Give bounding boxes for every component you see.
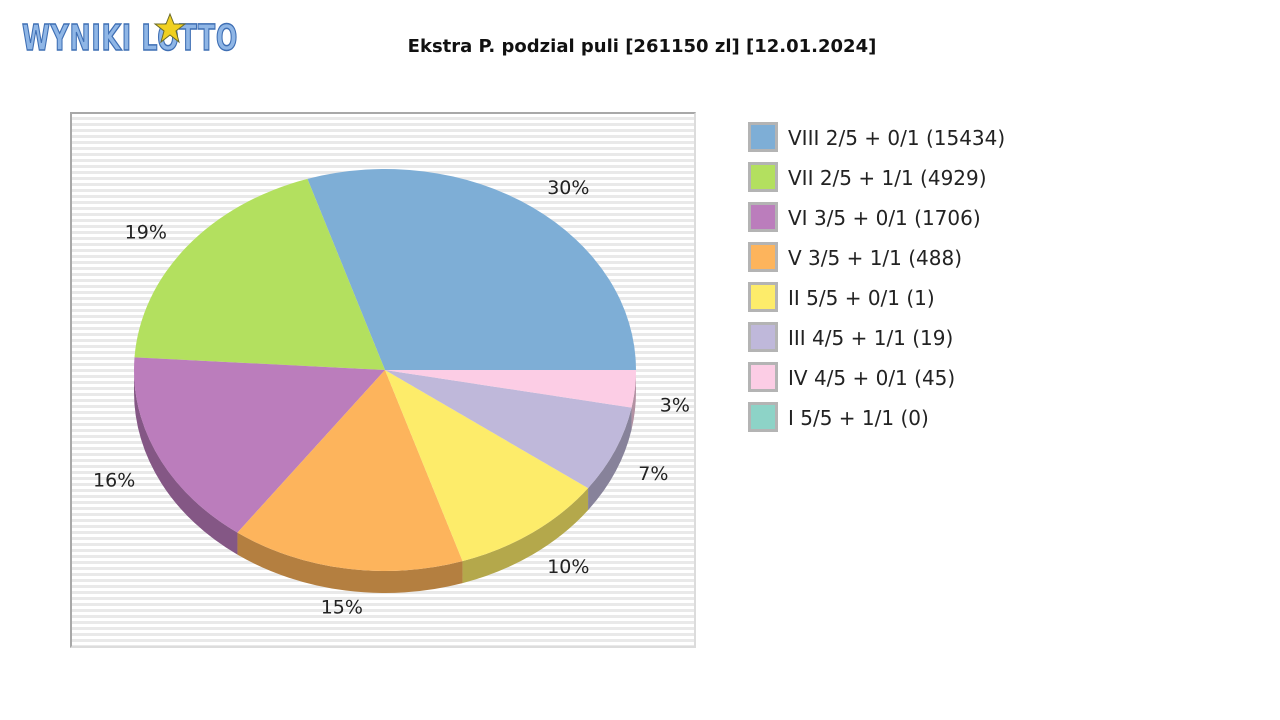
- pie-slice-2: [134, 357, 385, 533]
- svg-text:WYNIKI LOTTO: WYNIKI LOTTO: [22, 18, 238, 59]
- legend-label-4: II 5/5 + 0/1 (1): [788, 286, 935, 310]
- pie-slice-3: [237, 370, 463, 571]
- legend-swatch-7: [748, 402, 778, 432]
- chart-title: Ekstra P. podzial puli [261150 zl] [12.0…: [407, 36, 877, 57]
- pie-slice-5: [385, 370, 632, 489]
- wyniki-lotto-logo: WYNIKI LOTTO: [21, 12, 238, 60]
- legend-swatch-2: [748, 202, 778, 232]
- pie-label-2: 16%: [93, 469, 135, 491]
- legend-label-1: VII 2/5 + 1/1 (4929): [788, 166, 987, 190]
- legend-label-7: I 5/5 + 1/1 (0): [788, 406, 929, 430]
- pie-side-5: [588, 407, 632, 511]
- pie-side-4: [462, 488, 589, 584]
- pie-label-6: 3%: [660, 394, 690, 416]
- pie-side-3: [237, 532, 463, 593]
- legend-label-5: III 4/5 + 1/1 (19): [788, 326, 954, 350]
- legend-swatch-1: [748, 162, 778, 192]
- pie-slice-6: [385, 370, 636, 408]
- star-icon: [153, 12, 187, 44]
- pie-label-1: 19%: [125, 221, 167, 243]
- pie-slice-0: [307, 169, 636, 370]
- pie-slice-1: [134, 178, 385, 370]
- pie-label-0: 30%: [547, 177, 589, 199]
- legend-swatch-6: [748, 362, 778, 392]
- pie-side-6: [631, 370, 636, 430]
- legend-label-2: VI 3/5 + 0/1 (1706): [788, 206, 981, 230]
- pie-chart: 30% 19% 16% 15% 10% 7% 3%: [93, 169, 690, 618]
- pie-label-5: 7%: [638, 463, 668, 485]
- legend-swatch-0: [748, 122, 778, 152]
- legend-swatch-5: [748, 322, 778, 352]
- legend-label-6: IV 4/5 + 0/1 (45): [788, 366, 956, 390]
- legend-swatch-4: [748, 282, 778, 312]
- plot-area: 30% 19% 16% 15% 10% 7% 3%: [70, 112, 696, 648]
- pie-label-4: 10%: [547, 556, 589, 578]
- pie-side-2: [133, 370, 238, 555]
- pie-slice-4: [385, 370, 589, 562]
- pie-label-3: 15%: [321, 596, 363, 618]
- legend-label-0: VIII 2/5 + 0/1 (15434): [788, 126, 1006, 150]
- legend-label-3: V 3/5 + 1/1 (488): [788, 246, 963, 270]
- legend-swatch-3: [748, 242, 778, 272]
